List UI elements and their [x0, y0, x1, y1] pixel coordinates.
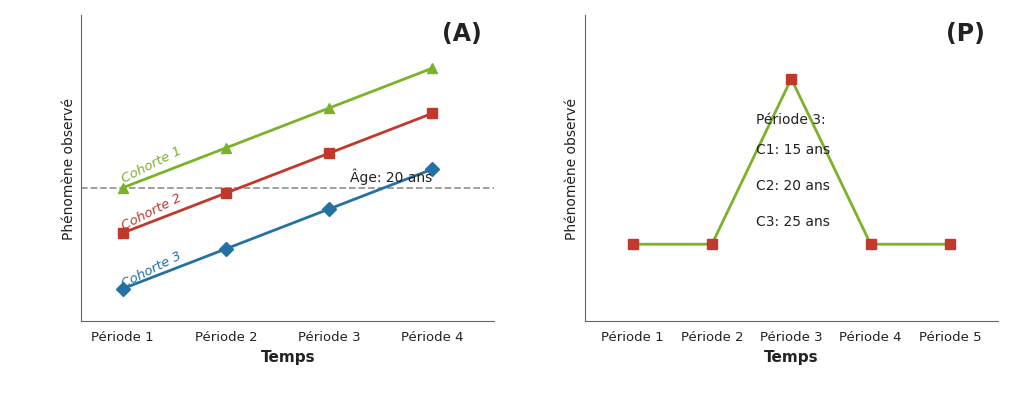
Text: (A): (A): [442, 22, 482, 46]
Text: Cohorte 2: Cohorte 2: [120, 191, 184, 232]
X-axis label: Temps: Temps: [764, 349, 818, 364]
Text: Cohorte 1: Cohorte 1: [120, 144, 184, 186]
X-axis label: Temps: Temps: [261, 349, 316, 364]
Text: Période 3:: Période 3:: [755, 113, 826, 126]
Y-axis label: Phénomène observé: Phénomène observé: [565, 97, 579, 239]
Text: C1: 15 ans: C1: 15 ans: [755, 143, 830, 157]
Text: (P): (P): [947, 22, 985, 46]
Text: Âge: 20 ans: Âge: 20 ans: [350, 168, 432, 184]
Text: C2: 20 ans: C2: 20 ans: [755, 178, 830, 192]
Text: C3: 25 ans: C3: 25 ans: [755, 214, 830, 228]
Text: Cohorte 3: Cohorte 3: [120, 249, 184, 290]
Y-axis label: Phénomène observé: Phénomène observé: [62, 97, 76, 239]
